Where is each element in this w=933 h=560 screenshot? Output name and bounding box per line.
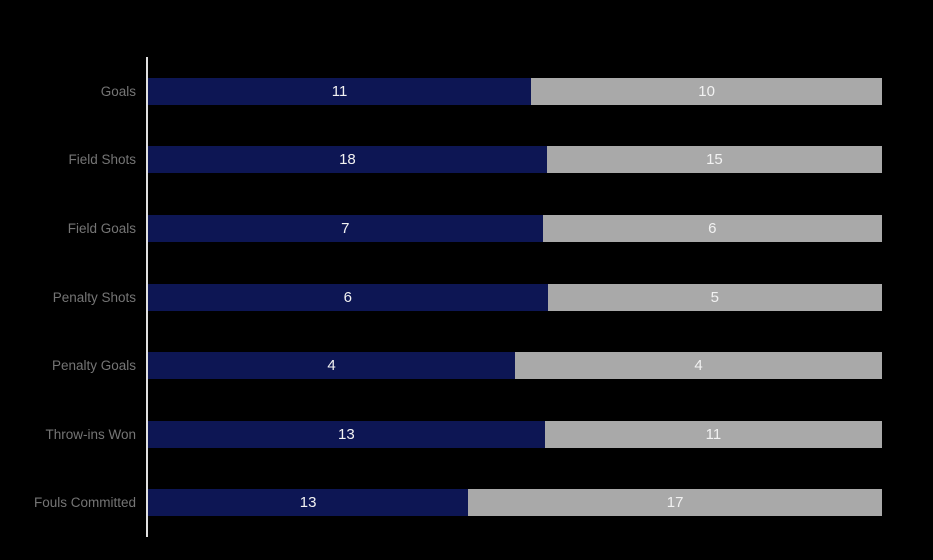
bar-row: Goals 11 10 <box>0 57 882 126</box>
value-label: 11 <box>705 425 722 443</box>
bar-segment-gray-series: 10 <box>531 77 882 105</box>
category-label: Field Goals <box>67 220 136 236</box>
bar-segment-gray-series: 6 <box>542 214 882 242</box>
bar-segment-gray-series: 4 <box>515 352 882 380</box>
bar-segment-gray-series: 11 <box>544 420 882 448</box>
value-label: 13 <box>338 425 355 443</box>
bar-segment-gray-series: 17 <box>468 489 882 517</box>
value-label: 4 <box>694 357 703 375</box>
bar-segment-navy-series: 13 <box>148 420 545 448</box>
value-label: 15 <box>706 151 723 169</box>
bar-track: 18 15 <box>148 146 882 174</box>
bar-row: Fouls Committed 13 17 <box>0 468 882 537</box>
bar-segment-navy-series: 6 <box>148 283 548 311</box>
bar-segment-navy-series: 11 <box>148 77 532 105</box>
bar-segment-navy-series: 7 <box>148 214 543 242</box>
value-label: 17 <box>666 494 684 512</box>
bar-segment-gray-series: 5 <box>547 283 882 311</box>
bar-row: Field Shots 18 15 <box>0 126 882 195</box>
bar-segment-navy-series: 18 <box>148 146 547 174</box>
bar-track: 11 10 <box>148 77 882 105</box>
bar-row: Throw-ins Won 13 11 <box>0 400 882 469</box>
value-label: 13 <box>299 494 317 512</box>
plot-area: Goals 11 10 Field Shots 18 15 Field Goals … <box>0 57 882 537</box>
category-label: Throw-ins Won <box>45 426 136 442</box>
value-label: 5 <box>710 288 719 306</box>
category-label: Penalty Goals <box>51 358 136 374</box>
bar-track: 13 11 <box>148 420 882 448</box>
value-label: 4 <box>327 357 336 375</box>
bar-track: 13 17 <box>148 489 882 517</box>
bar-segment-navy-series: 4 <box>148 352 515 380</box>
y-axis-line <box>146 57 148 537</box>
value-label: 7 <box>341 219 350 237</box>
bar-segment-gray-series: 15 <box>546 146 882 174</box>
value-label: 6 <box>708 219 717 237</box>
value-label: 10 <box>698 82 715 100</box>
category-label: Goals <box>100 83 136 99</box>
value-label: 6 <box>343 288 352 306</box>
category-label: Penalty Shots <box>52 289 136 305</box>
category-label: Field Shots <box>68 152 136 168</box>
category-label: Fouls Committed <box>33 495 136 511</box>
value-label: 11 <box>331 82 348 100</box>
bar-segment-navy-series: 13 <box>148 489 469 517</box>
value-label: 18 <box>339 151 356 169</box>
